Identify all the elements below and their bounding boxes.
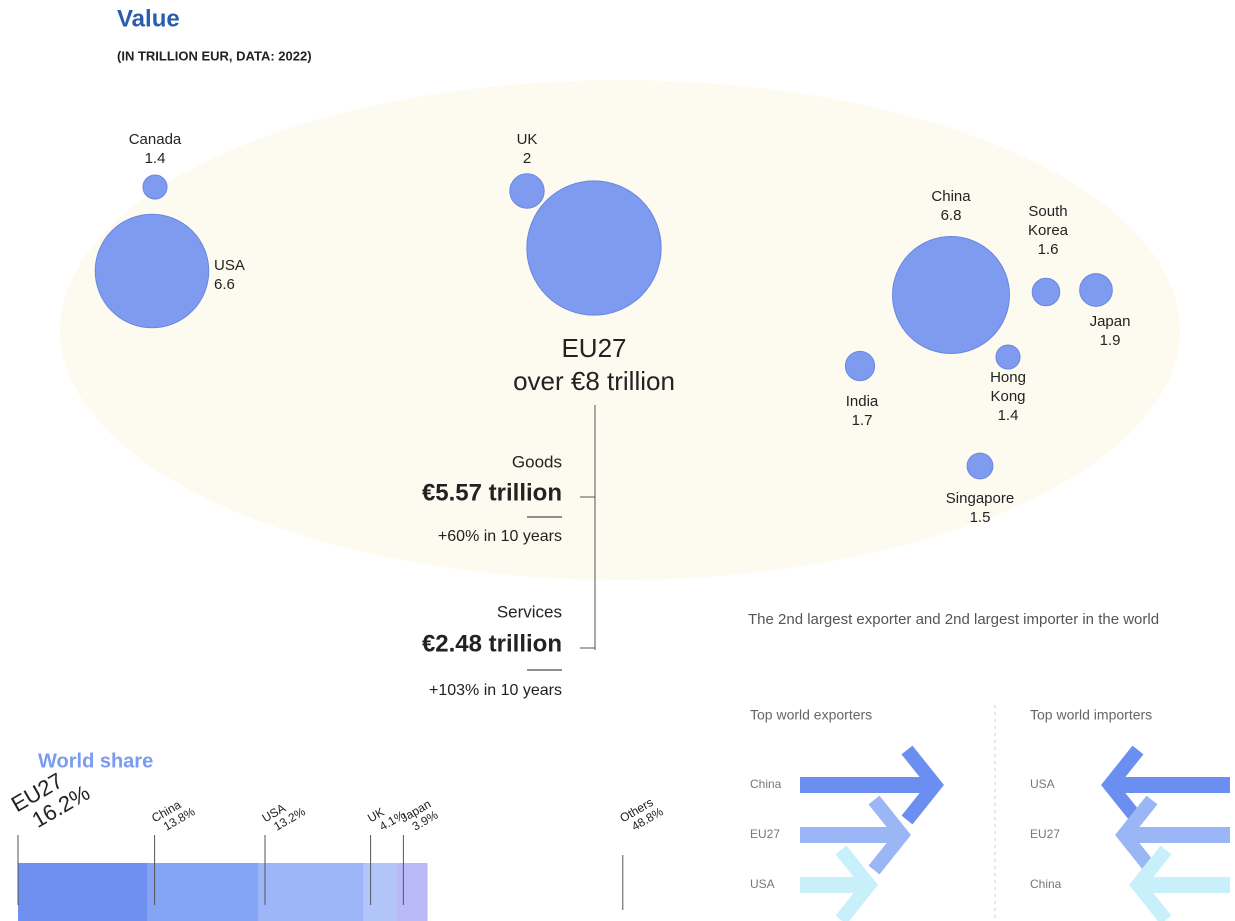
bubble-value: 1.4 [145,150,166,167]
bubble-name-line: Korea [1028,222,1069,239]
exporter-name: EU27 [750,827,780,841]
bubble-name: South Korea [1028,203,1069,239]
arrow-head [1101,745,1144,825]
bubble-name: Canada [129,131,182,148]
bubble [892,236,1010,354]
title: Value [117,5,180,32]
breakdown-growth: +60% in 10 years [438,528,562,545]
bubble-value: 1.6 [1038,241,1059,258]
bubble-value: 1.7 [852,412,873,429]
bubble-name: UK [517,131,538,148]
bubble [1079,273,1113,307]
bubble-name: Singapore [946,490,1014,507]
bubble-name-line: Kong [990,388,1025,405]
bubble-name: Japan [1090,313,1131,330]
bubble-name-line: South [1028,203,1067,220]
breakdown-label: Goods [512,452,562,471]
arrow-head [1115,795,1158,875]
bubble-name: India [846,393,879,410]
ranking-heading: The 2nd largest exporter and 2nd largest… [748,611,1159,628]
world-share-title: World share [38,750,153,772]
bubble-value: 6.6 [214,276,235,293]
arrow-head [835,845,878,921]
bubble [509,173,545,209]
importers-title: Top world importers [1030,707,1152,723]
share-segment [258,863,364,921]
bubble [94,213,210,329]
subtitle: (IN TRILLION EUR, DATA: 2022) [117,48,312,63]
exporter-name: USA [750,877,775,891]
bubble [142,174,168,200]
bubble-value: 1.4 [998,407,1019,424]
importer-name: EU27 [1030,827,1060,841]
map-shade [60,80,1180,580]
exporters-title: Top world exporters [750,707,872,723]
eu-label: over €8 trillion [513,366,675,396]
share-segment [363,863,397,921]
bubble-value: 2 [523,150,531,167]
bubble-name: China [931,188,971,205]
bubble-value: 6.8 [941,207,962,224]
breakdown-value: €2.48 trillion [422,630,562,657]
bubble-name: USA [214,257,245,274]
eu-name: EU27 [561,333,626,363]
bubble [995,344,1021,370]
importer-name: China [1030,877,1062,891]
share-segment [396,863,428,921]
importer-name: USA [1030,777,1055,791]
arrow-head [1129,845,1172,921]
share-segment [147,863,258,921]
bubble-name: Hong Kong [990,369,1026,405]
bubble [1031,277,1061,307]
breakdown-value: €5.57 trillion [422,479,562,506]
bubble [526,180,662,316]
bubble [966,452,994,480]
bubble-name-line: Hong [990,369,1026,386]
breakdown-growth: +103% in 10 years [429,682,562,699]
exporter-name: China [750,777,782,791]
arrow-head [901,745,944,825]
arrow-head [868,795,911,875]
bubble-value: 1.5 [970,509,991,526]
breakdown-label: Services [497,602,562,621]
share-segment [18,863,148,921]
bubble-value: 1.9 [1100,332,1121,349]
bubble [844,350,876,382]
